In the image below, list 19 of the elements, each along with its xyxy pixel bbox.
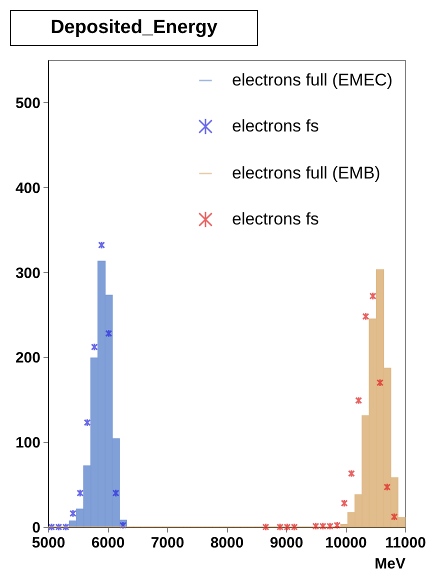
x-axis-title: MeV xyxy=(374,556,406,572)
legend-label: electrons fs xyxy=(232,210,319,228)
legend-label: electrons full (EMB) xyxy=(232,164,380,182)
x-tick-label: 6000 xyxy=(91,534,125,552)
x-tick-label: 7000 xyxy=(150,534,184,552)
y-tick-label: 300 xyxy=(15,264,40,282)
x-tick-label: 8000 xyxy=(210,534,244,552)
x-tick-label: 11000 xyxy=(385,534,426,552)
y-tick-label: 400 xyxy=(15,180,40,197)
y-tick-label: 0 xyxy=(32,520,40,536)
legend-label: electrons full (EMEC) xyxy=(232,70,393,90)
x-tick-label: 10000 xyxy=(325,534,367,552)
chart-title: Deposited_Energy xyxy=(10,10,258,46)
y-tick-label: 200 xyxy=(15,350,40,367)
y-tick-label: 500 xyxy=(15,94,40,112)
legend-label: electrons fs xyxy=(232,116,319,136)
x-tick-label: 9000 xyxy=(270,534,304,552)
x-tick-label: 5000 xyxy=(32,534,66,552)
y-tick-label: 100 xyxy=(15,434,40,452)
